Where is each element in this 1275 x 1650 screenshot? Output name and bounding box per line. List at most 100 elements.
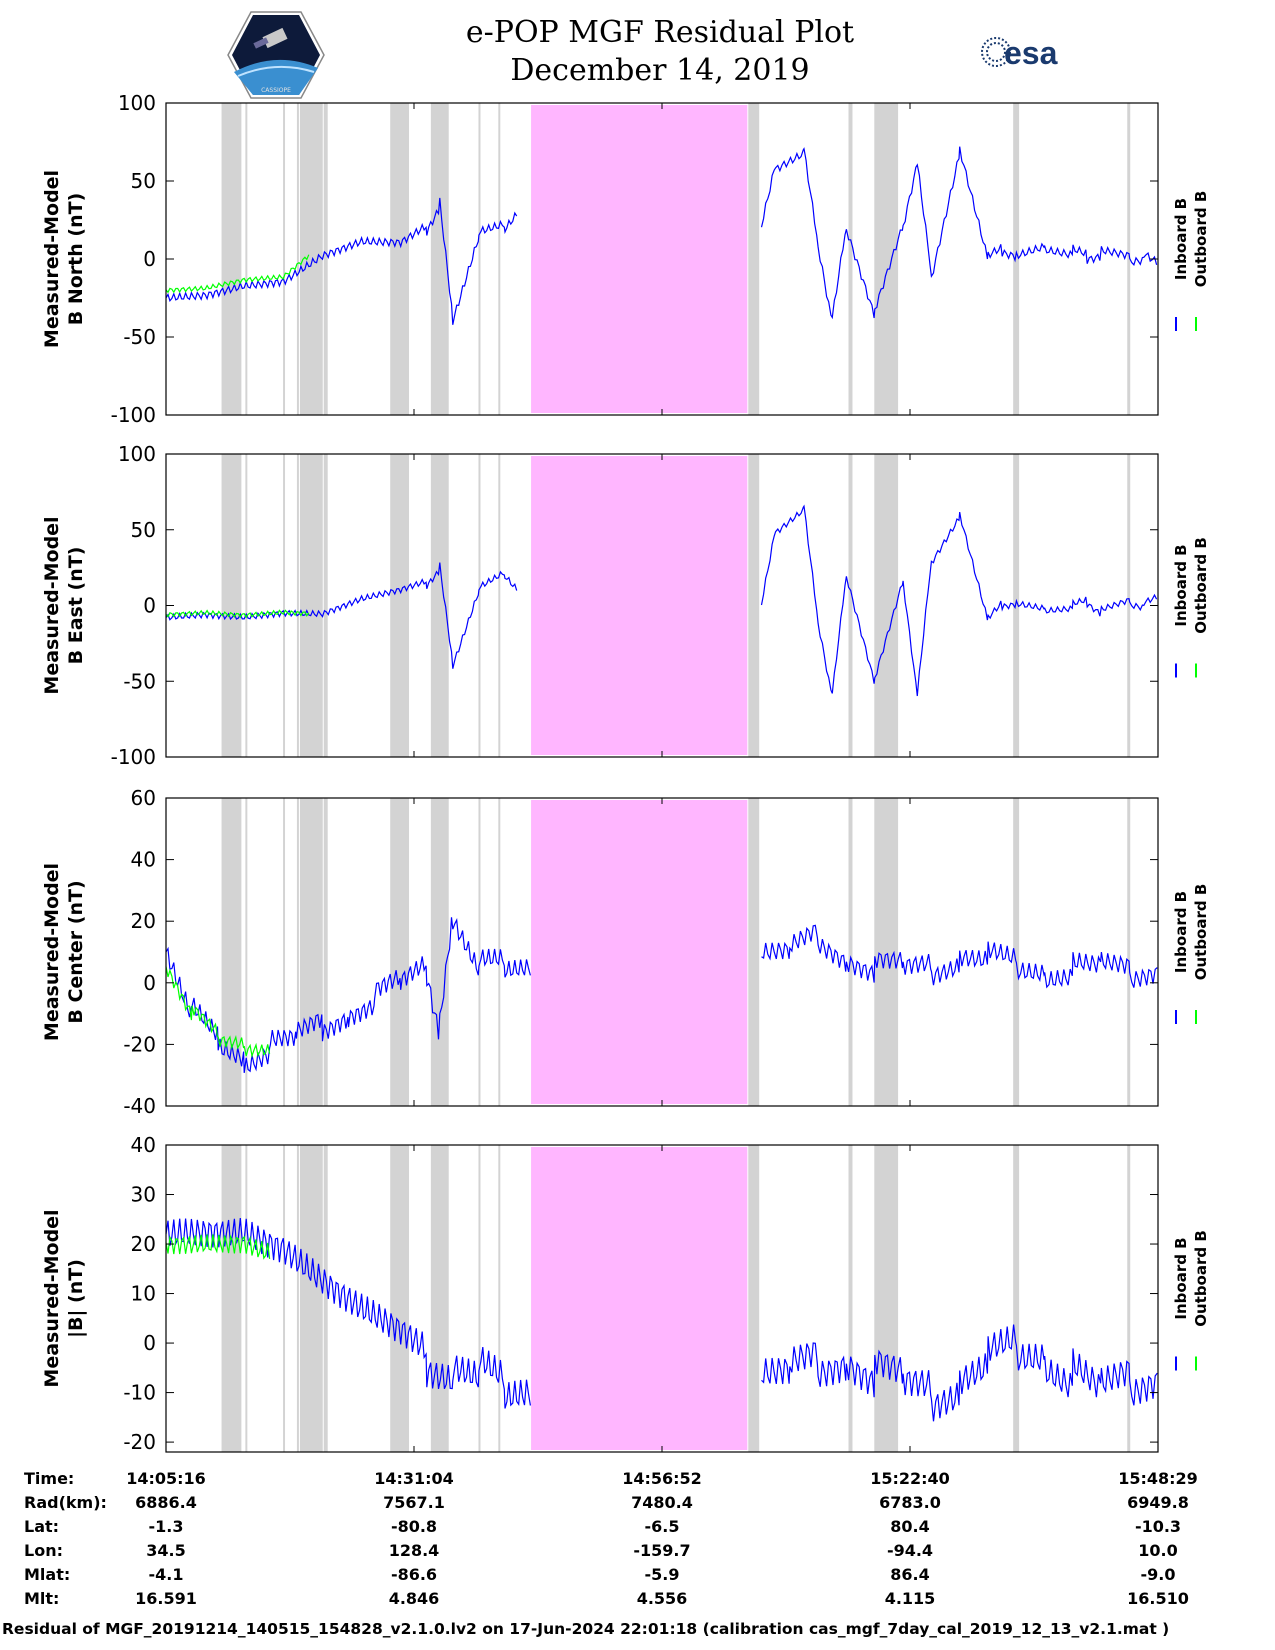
- gap-shade: [323, 798, 328, 1106]
- table-cell: 4.846: [389, 1589, 440, 1608]
- y-axis-label: Measured-Model |B| (nT): [41, 1209, 87, 1387]
- gap-shade: [323, 1145, 328, 1452]
- gap-shade: [296, 1145, 299, 1452]
- gap-shade: [1127, 798, 1131, 1106]
- y-tick-label: -100: [111, 403, 156, 427]
- legend: Inboard B Outboard B: [1172, 884, 1210, 981]
- table-cell: -86.6: [391, 1565, 437, 1584]
- y-tick-label: 10: [131, 1282, 156, 1306]
- y-tick-label: 0: [143, 971, 156, 995]
- table-cell: -159.7: [633, 1541, 690, 1560]
- y-axis-label-line-1: Measured-Model: [41, 516, 63, 694]
- legend-label-inboard: Inboard B: [1172, 198, 1190, 280]
- legend: Inboard B Outboard B: [1172, 1230, 1210, 1327]
- legend-label-inboard: Inboard B: [1172, 544, 1190, 626]
- y-axis-label-line-2: B North (nT): [65, 193, 87, 326]
- table-cell: -9.0: [1141, 1565, 1176, 1584]
- gap-shade: [224, 454, 242, 757]
- gap-shade: [874, 103, 899, 415]
- y-tick-label: 20: [131, 1232, 156, 1256]
- table-cell: 15:48:29: [1118, 1469, 1198, 1488]
- gap-shade: [1127, 103, 1131, 415]
- legend-label-outboard: Outboard B: [1192, 884, 1210, 981]
- gap-shade: [390, 798, 410, 1106]
- series-inboard-line: [165, 1218, 1158, 1422]
- gap-shade: [245, 103, 248, 415]
- y-tick-label: 100: [118, 442, 156, 466]
- no-data-region: [531, 456, 748, 755]
- no-data-region: [531, 800, 748, 1104]
- y-tick-label: 20: [131, 909, 156, 933]
- gap-shade: [430, 454, 449, 757]
- gap-shade: [498, 1145, 501, 1452]
- y-tick-label: -20: [123, 1032, 156, 1056]
- table-row-label: Lon:: [24, 1541, 63, 1560]
- table-cell: 6886.4: [135, 1493, 197, 1512]
- gap-shade: [748, 1145, 760, 1452]
- gap-shade: [748, 798, 760, 1106]
- y-tick-label: 0: [143, 247, 156, 271]
- y-tick-label: -40: [123, 1094, 156, 1118]
- gap-shade: [283, 454, 286, 757]
- y-axis-label: Measured-Model B North (nT): [41, 170, 87, 348]
- gap-shade: [498, 454, 501, 757]
- y-tick-label: -10: [123, 1381, 156, 1405]
- title-line-2: December 14, 2019: [510, 53, 810, 88]
- gap-shade: [1127, 1145, 1131, 1452]
- gap-shade: [390, 103, 410, 415]
- gap-shade: [296, 454, 299, 757]
- gap-shade: [874, 798, 899, 1106]
- plot-title: e-POP MGF Residual Plot December 14, 201…: [340, 14, 980, 90]
- gap-shade: [748, 454, 760, 757]
- y-axis-label: Measured-Model B Center (nT): [41, 863, 87, 1041]
- y-tick-label: 0: [143, 594, 156, 618]
- gap-shade: [430, 1145, 449, 1452]
- table-cell: 86.4: [890, 1565, 929, 1584]
- gap-shade: [478, 798, 481, 1106]
- gap-shade: [323, 454, 328, 757]
- table-cell: -4.1: [149, 1565, 184, 1584]
- table-cell: 14:31:04: [374, 1469, 454, 1488]
- table-cell: 34.5: [146, 1541, 185, 1560]
- table-cell: 6949.8: [1127, 1493, 1189, 1512]
- gap-shade: [299, 798, 323, 1106]
- gap-shade: [874, 454, 899, 757]
- series-inboard-line: [165, 146, 1158, 325]
- table-cell: -6.5: [645, 1517, 680, 1536]
- gap-shade: [283, 103, 286, 415]
- esa-logo: esa: [981, 35, 1058, 71]
- gap-shade: [296, 798, 299, 1106]
- y-axis-label-line-1: Measured-Model: [41, 863, 63, 1041]
- legend: Inboard B Outboard B: [1172, 191, 1210, 288]
- table-cell: 14:05:16: [126, 1469, 206, 1488]
- gap-shade: [296, 103, 299, 415]
- gap-shade: [323, 103, 328, 415]
- gap-shade: [1013, 454, 1020, 757]
- chart-panel-2: 100 50 0 -50 -100 Measured-Model B East (nT) In…: [41, 442, 1210, 769]
- table-cell: 80.4: [890, 1517, 929, 1536]
- table-cell: 7480.4: [631, 1493, 693, 1512]
- table-cell: 10.0: [1138, 1541, 1177, 1560]
- table-cell: 16.591: [135, 1589, 197, 1608]
- y-tick-label: 60: [131, 786, 156, 810]
- legend-label-outboard: Outboard B: [1192, 191, 1210, 288]
- gap-shade: [224, 1145, 242, 1452]
- series-inboard-line: [165, 917, 1158, 1073]
- gap-shade: [848, 103, 853, 415]
- gap-shade: [498, 103, 501, 415]
- table-cell: 4.115: [885, 1589, 936, 1608]
- no-data-region: [531, 105, 748, 413]
- gap-shade: [390, 1145, 410, 1452]
- table-cell: -1.3: [149, 1517, 184, 1536]
- y-tick-label: 50: [131, 169, 156, 193]
- gap-shade: [299, 1145, 323, 1452]
- chart-panel-1: 100 50 0 -50 -100 Measured-Model B North (nT) I…: [41, 91, 1210, 427]
- legend-label-inboard: Inboard B: [1172, 891, 1190, 973]
- gap-shade: [848, 798, 853, 1106]
- table-row-label: Mlt:: [24, 1589, 59, 1608]
- gap-shade: [430, 798, 449, 1106]
- y-axis-label-line-2: B East (nT): [65, 547, 87, 665]
- gap-shade: [478, 454, 481, 757]
- gap-shade: [245, 798, 248, 1106]
